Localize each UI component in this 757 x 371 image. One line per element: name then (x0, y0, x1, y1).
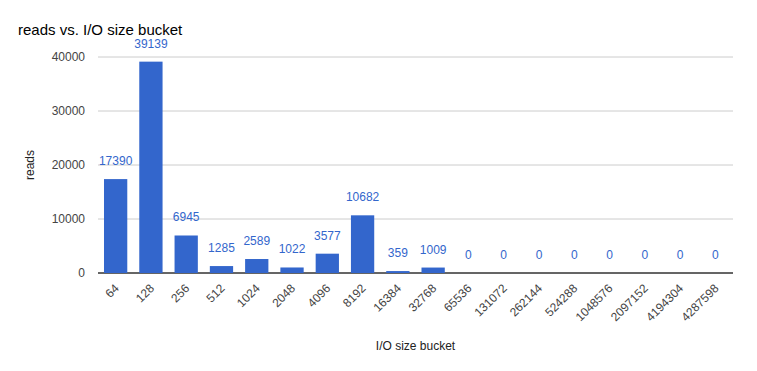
x-tick-label: 2097152 (608, 281, 651, 324)
data-label: 1022 (279, 242, 306, 256)
data-label: 359 (388, 246, 408, 260)
bar (210, 266, 233, 273)
y-tick-label: 20000 (52, 158, 86, 172)
x-tick-label: 4287598 (679, 281, 722, 324)
bar (386, 271, 409, 273)
x-tick-label: 262144 (507, 281, 545, 319)
bar (316, 254, 339, 273)
x-tick-label: 256 (168, 281, 192, 305)
grid-line (98, 57, 733, 58)
bar (457, 273, 480, 274)
bar (245, 259, 268, 273)
bar (563, 273, 586, 274)
x-tick-label: 1048576 (573, 281, 616, 324)
bar (704, 273, 727, 274)
x-tick-label: 65536 (441, 281, 475, 315)
title: reads vs. I/O size bucket (18, 21, 183, 38)
bar (668, 273, 691, 274)
data-label: 0 (606, 248, 613, 262)
data-label: 3577 (314, 229, 341, 243)
x-tick-label: 4096 (305, 281, 334, 310)
y-tick-label: 40000 (52, 50, 86, 64)
data-label: 10682 (346, 190, 380, 204)
bar (175, 235, 198, 273)
data-label: 1285 (208, 241, 235, 255)
data-label: 0 (500, 248, 507, 262)
data-label: 0 (571, 248, 578, 262)
data-label: 6945 (173, 210, 200, 224)
bar (527, 273, 550, 274)
data-label: 2589 (243, 234, 270, 248)
x-tick-label: 1024 (234, 281, 263, 310)
data-label: 17390 (99, 154, 133, 168)
data-label: 39139 (134, 37, 168, 51)
x-tick-label: 512 (204, 281, 228, 305)
bar (351, 215, 374, 273)
x-tick-label: 4194304 (643, 281, 686, 324)
bar (492, 273, 515, 274)
data-label: 0 (641, 248, 648, 262)
grid-line (98, 165, 733, 166)
y-axis-title: reads (23, 150, 37, 180)
bar (633, 273, 656, 274)
chart-svg: reads vs. I/O size bucket 0 10000 20000 3000… (0, 0, 757, 371)
x-tick-label: 64 (102, 281, 122, 301)
bar (139, 62, 162, 273)
x-axis-title: I/O size bucket (376, 339, 456, 353)
data-label: 0 (712, 248, 719, 262)
x-tick-label: 32768 (406, 281, 440, 315)
data-label: 0 (677, 248, 684, 262)
data-label: 1009 (420, 243, 447, 257)
bar (104, 179, 127, 273)
bar (421, 268, 444, 273)
bars (104, 62, 445, 273)
y-tick-label: 30000 (52, 104, 86, 118)
bar (598, 273, 621, 274)
x-tick-label: 2048 (269, 281, 298, 310)
data-label: 0 (536, 248, 543, 262)
data-label: 0 (465, 248, 472, 262)
chart-container: reads vs. I/O size bucket 0 10000 20000 3000… (0, 0, 757, 371)
x-tick-label: 16384 (370, 281, 404, 315)
bar (280, 267, 303, 273)
y-tick-label: 0 (78, 266, 85, 280)
x-tick-label: 131072 (472, 281, 510, 319)
grid-line (98, 111, 733, 112)
y-tick-label: 10000 (52, 212, 86, 226)
x-tick-label: 8192 (340, 281, 369, 310)
x-tick-label: 128 (133, 281, 157, 305)
